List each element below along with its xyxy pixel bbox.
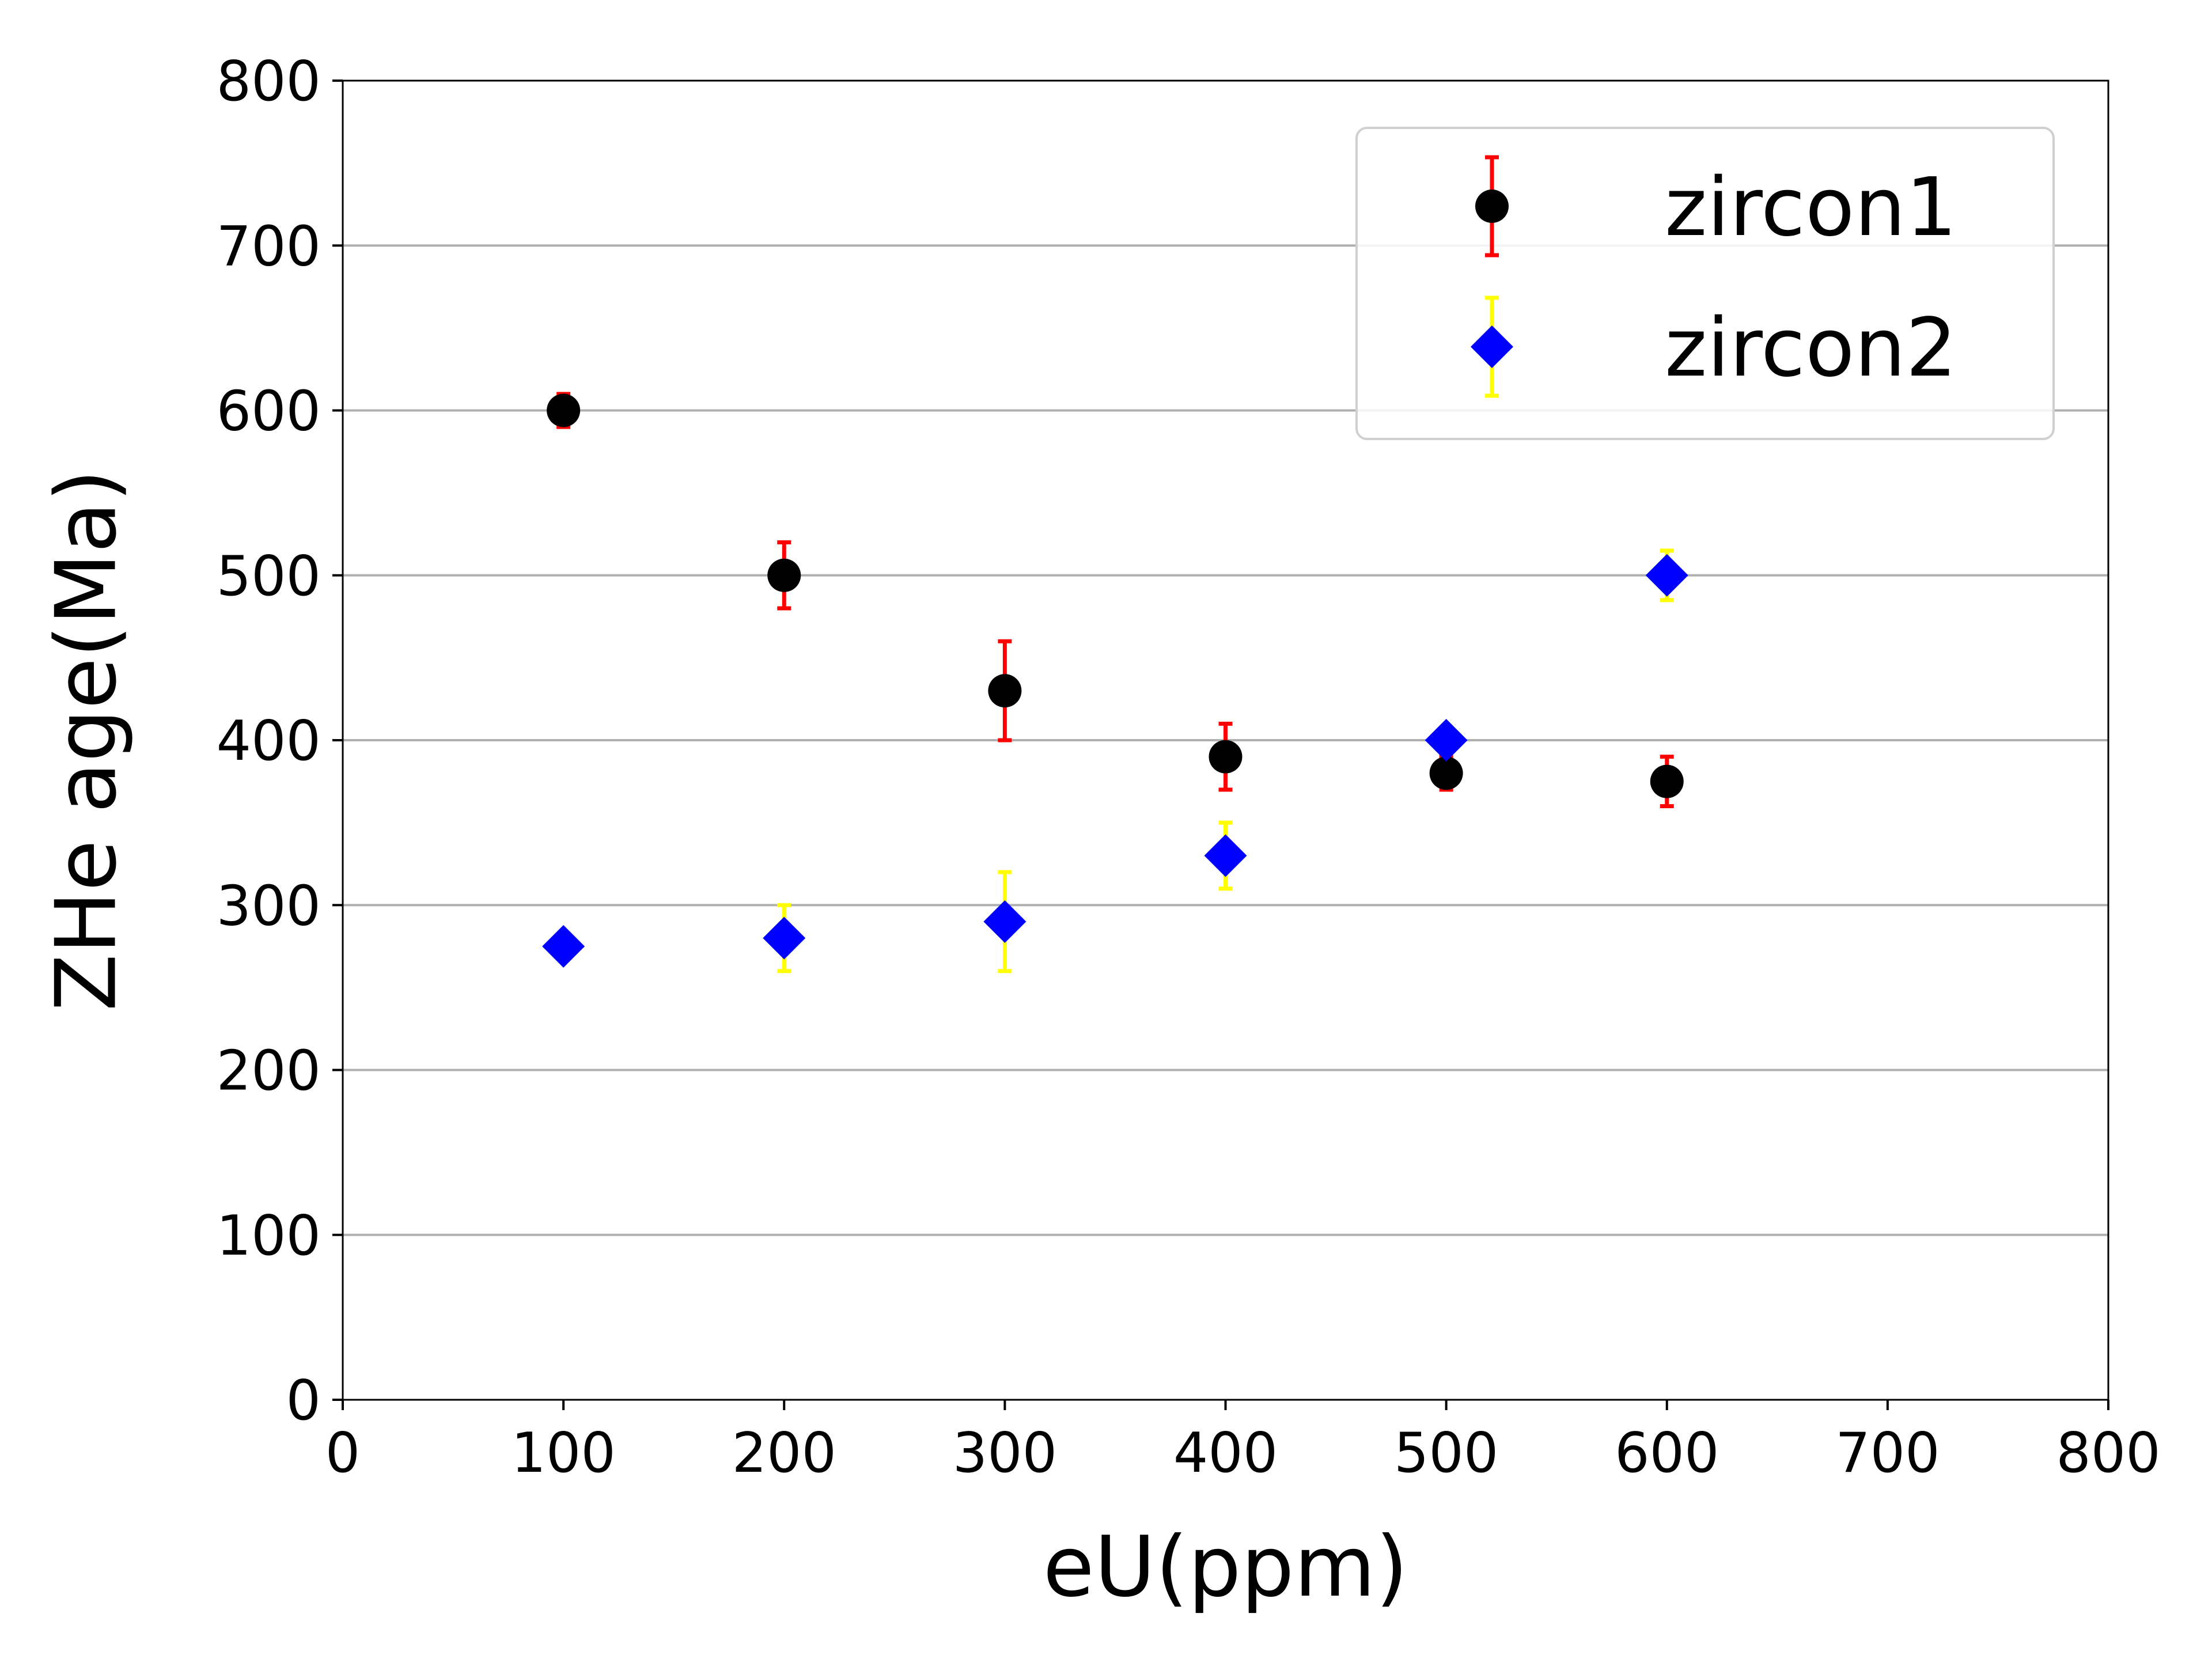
point-zircon1-600 <box>1650 764 1684 798</box>
point-zircon2-100 <box>542 925 585 968</box>
legend-entry-zircon1: zircon1 <box>1475 155 1957 257</box>
x-axis-title: eU(ppm) <box>1043 1518 1408 1616</box>
y-tick-label-700: 700 <box>217 215 321 278</box>
series-zircon2 <box>542 548 1688 974</box>
point-zircon1-300 <box>988 674 1022 708</box>
legend-marker-zircon2 <box>1471 325 1513 368</box>
y-tick-label-600: 600 <box>217 380 321 444</box>
legend-symbol-zircon1 <box>1475 155 1509 257</box>
x-tick-label-800: 800 <box>2056 1422 2160 1485</box>
y-tick-label-100: 100 <box>217 1205 321 1268</box>
x-tick-label-500: 500 <box>1394 1422 1498 1485</box>
y-tick-label-0: 0 <box>286 1369 321 1433</box>
x-tick-label-300: 300 <box>953 1422 1057 1485</box>
legend-marker-zircon1 <box>1475 190 1509 223</box>
point-zircon2-600 <box>1645 554 1688 597</box>
x-tick-label-600: 600 <box>1615 1422 1719 1485</box>
series-zircon1 <box>547 392 1684 808</box>
y-tick-label-500: 500 <box>217 545 321 608</box>
x-tick-label-100: 100 <box>511 1422 615 1485</box>
point-zircon2-200 <box>763 916 806 960</box>
point-zircon2-500 <box>1425 719 1468 762</box>
x-tick-label-200: 200 <box>732 1422 836 1485</box>
legend-label-zircon2: zircon2 <box>1665 301 1957 395</box>
y-tick-label-200: 200 <box>217 1040 321 1103</box>
legend-symbol-zircon2 <box>1471 296 1513 398</box>
point-zircon1-400 <box>1209 740 1243 774</box>
point-zircon2-300 <box>983 900 1027 943</box>
y-tick-label-800: 800 <box>217 50 321 113</box>
axes: 0 100 200 300 400 500 600 700 800 0 100 200 300 400 50… <box>217 50 2161 1485</box>
y-axis-title: ZHe age(Ma) <box>38 469 135 1012</box>
x-tick-label-700: 700 <box>1835 1422 1940 1485</box>
data-series <box>542 392 1688 974</box>
point-zircon2-400 <box>1204 834 1247 877</box>
legend-entry-zircon2: zircon2 <box>1471 296 1957 398</box>
x-tick-label-400: 400 <box>1173 1422 1278 1485</box>
y-tick-label-400: 400 <box>217 710 321 773</box>
x-tick-label-0: 0 <box>325 1422 360 1485</box>
point-zircon1-200 <box>767 558 801 592</box>
point-zircon1-100 <box>547 393 581 427</box>
point-zircon1-500 <box>1429 756 1463 790</box>
legend: zircon1 zircon2 <box>1355 127 2055 440</box>
y-tick-label-300: 300 <box>217 874 321 938</box>
legend-label-zircon1: zircon1 <box>1665 161 1957 255</box>
legend-box <box>1355 127 2055 440</box>
